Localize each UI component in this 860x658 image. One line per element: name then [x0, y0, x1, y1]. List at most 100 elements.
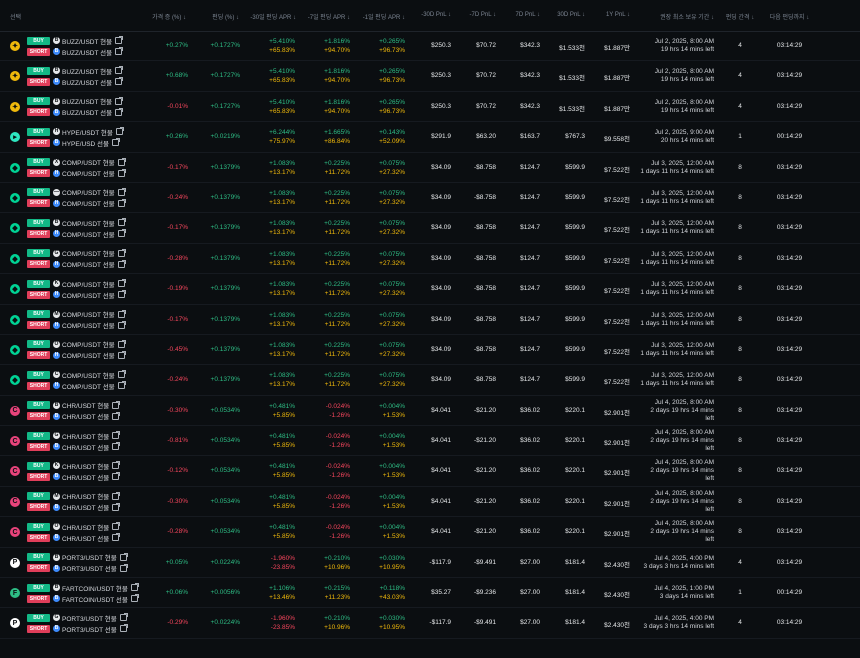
- external-link-icon[interactable]: [115, 66, 124, 75]
- table-row[interactable]: ◆ BUY O COMP/USDT 현물 SHORT H COMP/USDT 선…: [0, 335, 860, 366]
- header-apr7[interactable]: -7일 펀딩 APR ↓: [307, 15, 350, 21]
- external-link-icon[interactable]: [112, 138, 120, 147]
- external-link-icon[interactable]: [119, 552, 128, 561]
- buy-leg[interactable]: BUY M COMP/USDT 현물: [27, 309, 126, 319]
- external-link-icon[interactable]: [117, 187, 126, 196]
- short-leg[interactable]: SHORT B CHR/USDT 선물: [27, 472, 121, 482]
- short-leg[interactable]: SHORT H COMP/USDT 선물: [27, 350, 126, 360]
- buy-leg[interactable]: BUY O CHR/USDT 현물: [27, 522, 121, 532]
- short-leg[interactable]: SHORT B PORT3/USDT 선물: [27, 563, 128, 573]
- short-leg[interactable]: SHORT B PORT3/USDT 선물: [27, 624, 128, 634]
- header-pnl7-past[interactable]: -7D PnL ↓: [469, 12, 496, 18]
- external-link-icon[interactable]: [130, 583, 139, 592]
- external-link-icon[interactable]: [117, 218, 126, 227]
- buy-leg[interactable]: BUY B CHR/USDT 현물: [27, 400, 121, 410]
- external-link-icon[interactable]: [112, 491, 121, 500]
- table-row[interactable]: ✦ BUY B BUZZ/USDT 현물 SHORT B BUZZ/USDT 선…: [0, 92, 860, 123]
- buy-leg[interactable]: BUY O COMP/USDT 현물: [27, 339, 126, 349]
- table-row[interactable]: ✦ BUY B BUZZ/USDT 현물 SHORT B BUZZ/USDT 선…: [0, 61, 860, 92]
- short-leg[interactable]: SHORT H COMP/USDT 선물: [27, 198, 126, 208]
- table-row[interactable]: ▸ BUY H HYPE/USDT 현물 SHORT B HYPE/USD 선물…: [0, 122, 860, 153]
- header-next-funding[interactable]: 다음 펀딩까지 ↓: [769, 15, 810, 21]
- table-row[interactable]: P BUY G PORT3/USDT 현물 SHORT B PORT3/USDT…: [0, 608, 860, 639]
- table-row[interactable]: C BUY G CHR/USDT 현물 SHORT B CHR/USDT 선물 …: [0, 426, 860, 457]
- buy-leg[interactable]: BUY B BUZZ/USDT 현물: [27, 66, 124, 76]
- external-link-icon[interactable]: [117, 229, 126, 238]
- short-leg[interactable]: SHORT B CHR/USDT 선물: [27, 411, 121, 421]
- external-link-icon[interactable]: [115, 96, 124, 105]
- table-row[interactable]: F BUY B FARTCOIN/USDT 현물 SHORT B FARTCOI…: [0, 578, 860, 609]
- buy-leg[interactable]: BUY M CHR/USDT 현물: [27, 491, 121, 501]
- external-link-icon[interactable]: [117, 309, 126, 318]
- table-row[interactable]: C BUY B CHR/USDT 현물 SHORT B CHR/USDT 선물 …: [0, 396, 860, 427]
- table-row[interactable]: ◆ BUY C COMP/USDT 현물 SHORT H COMP/USDT 선…: [0, 365, 860, 396]
- buy-leg[interactable]: BUY B FARTCOIN/USDT 현물: [27, 583, 139, 593]
- external-link-icon[interactable]: [115, 77, 124, 86]
- external-link-icon[interactable]: [117, 350, 126, 359]
- header-pnl30-past[interactable]: -30D PnL ↓: [421, 12, 451, 18]
- header-apr30[interactable]: -30일 펀딩 APR ↓: [250, 15, 296, 21]
- short-leg[interactable]: SHORT H COMP/USDT 선물: [27, 259, 126, 269]
- short-leg[interactable]: SHORT B HYPE/USD 선물: [27, 138, 120, 148]
- external-link-icon[interactable]: [112, 533, 121, 542]
- external-link-icon[interactable]: [112, 431, 121, 440]
- external-link-icon[interactable]: [115, 127, 124, 136]
- table-row[interactable]: C BUY K CHR/USDT 현물 SHORT B CHR/USDT 선물 …: [0, 456, 860, 487]
- buy-leg[interactable]: BUY G CHR/USDT 현물: [27, 431, 121, 441]
- header-pnl7d[interactable]: 7D PnL ↓: [515, 12, 540, 18]
- external-link-icon[interactable]: [117, 339, 126, 348]
- external-link-icon[interactable]: [115, 36, 124, 44]
- short-leg[interactable]: SHORT B BUZZ/USDT 선물: [27, 77, 124, 87]
- external-link-icon[interactable]: [115, 47, 124, 55]
- short-leg[interactable]: SHORT B BUZZ/USDT 선물: [27, 107, 124, 117]
- external-link-icon[interactable]: [112, 461, 121, 470]
- external-link-icon[interactable]: [112, 522, 121, 531]
- buy-leg[interactable]: BUY G COMP/USDT 현물: [27, 248, 126, 258]
- short-leg[interactable]: SHORT B CHR/USDT 선물: [27, 533, 121, 543]
- external-link-icon[interactable]: [117, 157, 126, 166]
- header-apr1[interactable]: -1일 펀딩 APR ↓: [362, 15, 405, 21]
- external-link-icon[interactable]: [117, 259, 126, 268]
- external-link-icon[interactable]: [117, 248, 126, 257]
- buy-leg[interactable]: BUY K COMP/USDT 현물: [27, 279, 126, 289]
- short-leg[interactable]: SHORT H COMP/USDT 선물: [27, 229, 126, 239]
- buy-leg[interactable]: BUY X COMP/USDT 현물: [27, 157, 126, 167]
- external-link-icon[interactable]: [117, 370, 126, 379]
- buy-leg[interactable]: BUY B BUZZ/USDT 현물: [27, 36, 124, 46]
- header-interval[interactable]: 펀딩 간격 ↓: [725, 15, 755, 21]
- buy-leg[interactable]: BUY H HYPE/USDT 현물: [27, 127, 124, 137]
- short-leg[interactable]: SHORT H COMP/USDT 선물: [27, 381, 126, 391]
- external-link-icon[interactable]: [119, 563, 128, 572]
- short-leg[interactable]: SHORT H COMP/USDT 선물: [27, 290, 126, 300]
- external-link-icon[interactable]: [119, 613, 128, 622]
- table-row[interactable]: C BUY O CHR/USDT 현물 SHORT B CHR/USDT 선물 …: [0, 517, 860, 548]
- header-pnl30d[interactable]: 30D PnL ↓: [557, 12, 585, 18]
- external-link-icon[interactable]: [130, 594, 139, 603]
- header-pnl1y[interactable]: 1Y PnL ↓: [605, 12, 630, 18]
- buy-leg[interactable]: BUY B COMP/USDT 현물: [27, 218, 126, 228]
- header-price-diff[interactable]: 가격 증 (%) ↓: [152, 15, 186, 21]
- table-row[interactable]: P BUY B PORT3/USDT 현물 SHORT B PORT3/USDT…: [0, 548, 860, 579]
- table-row[interactable]: C BUY M CHR/USDT 현물 SHORT B CHR/USDT 선물 …: [0, 487, 860, 518]
- buy-leg[interactable]: BUY B PORT3/USDT 현물: [27, 552, 128, 562]
- external-link-icon[interactable]: [112, 411, 121, 420]
- short-leg[interactable]: SHORT H COMP/USDT 선물: [27, 168, 126, 178]
- short-leg[interactable]: SHORT B FARTCOIN/USDT 선물: [27, 594, 139, 604]
- table-row[interactable]: ◆ BUY — COMP/USDT 현물 SHORT H COMP/USDT 선…: [0, 183, 860, 214]
- buy-leg[interactable]: BUY K CHR/USDT 현물: [27, 461, 121, 471]
- short-leg[interactable]: SHORT B CHR/USDT 선물: [27, 442, 121, 452]
- table-row[interactable]: ✦ BUY B BUZZ/USDT 현물 SHORT B BUZZ/USDT 선…: [0, 31, 860, 62]
- external-link-icon[interactable]: [117, 320, 126, 329]
- external-link-icon[interactable]: [119, 624, 128, 633]
- external-link-icon[interactable]: [117, 168, 126, 177]
- table-row[interactable]: ◆ BUY G COMP/USDT 현물 SHORT H COMP/USDT 선…: [0, 244, 860, 275]
- external-link-icon[interactable]: [117, 279, 126, 288]
- short-leg[interactable]: SHORT B CHR/USDT 선물: [27, 502, 121, 512]
- buy-leg[interactable]: BUY B BUZZ/USDT 현물: [27, 96, 124, 106]
- buy-leg[interactable]: BUY — COMP/USDT 현물: [27, 187, 126, 197]
- buy-leg[interactable]: BUY G PORT3/USDT 현물: [27, 613, 128, 623]
- table-row[interactable]: ◆ BUY B COMP/USDT 현물 SHORT H COMP/USDT 선…: [0, 213, 860, 244]
- header-funding[interactable]: 펀딩 (%) ↓: [212, 15, 239, 21]
- external-link-icon[interactable]: [112, 472, 121, 481]
- external-link-icon[interactable]: [112, 502, 121, 511]
